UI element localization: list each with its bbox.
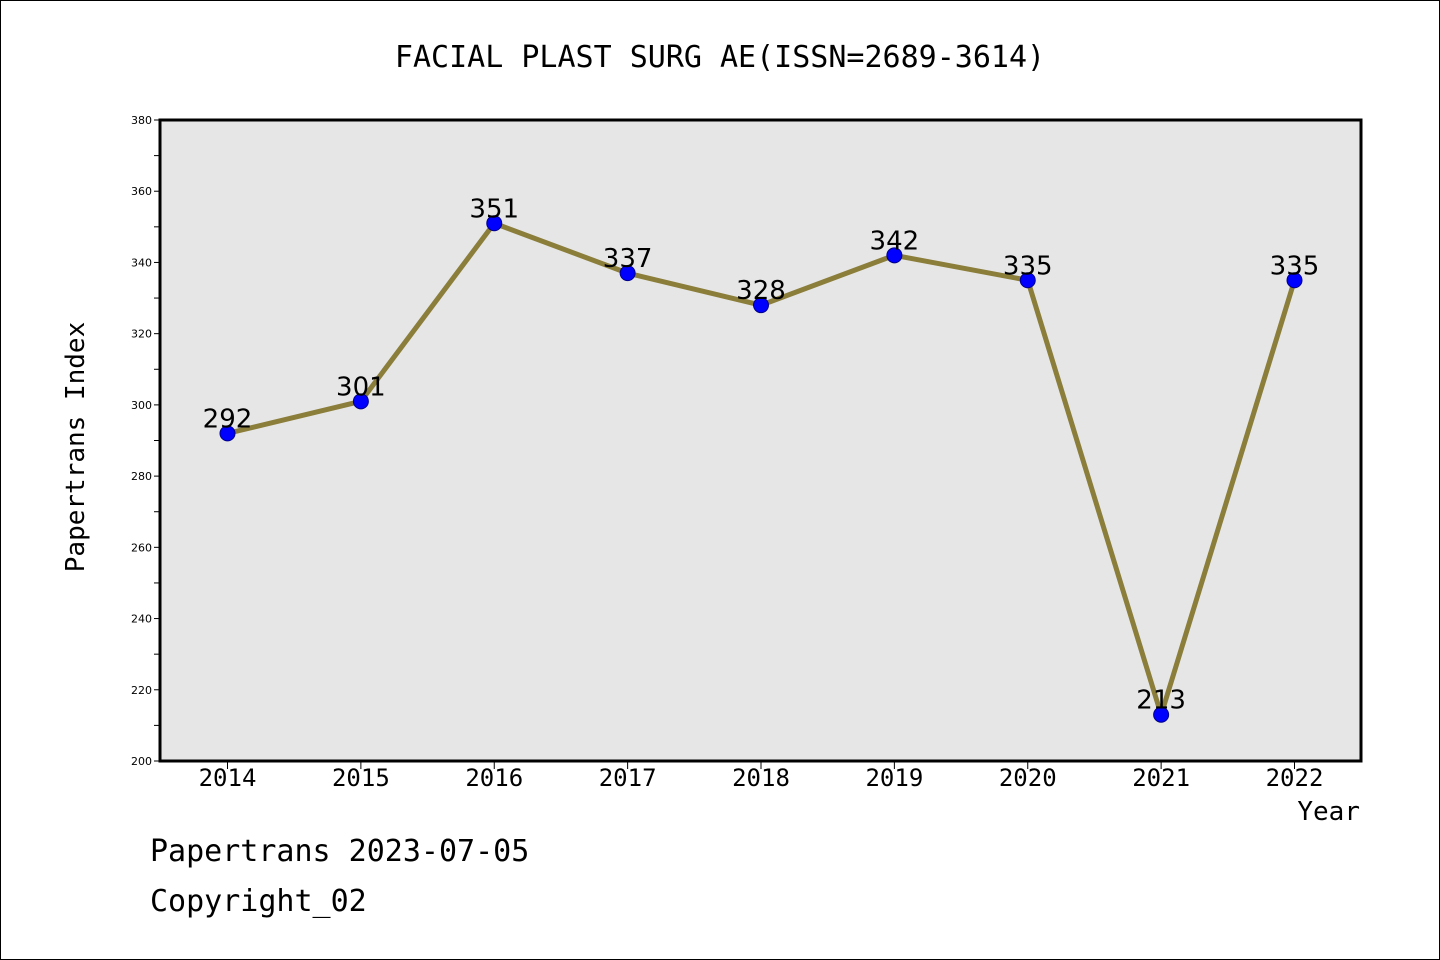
- x-tick-label: 2022: [1266, 764, 1324, 792]
- data-point: [753, 297, 769, 314]
- data-label: 301: [336, 372, 386, 402]
- x-tick-label: 2014: [199, 764, 257, 792]
- y-tick-label: 320: [131, 328, 152, 341]
- y-tick-label: 300: [131, 399, 152, 412]
- y-tick-label: 380: [131, 114, 152, 127]
- data-point: [886, 247, 903, 264]
- y-tick-label: 200: [131, 755, 152, 768]
- footer-date-line: Papertrans 2023-07-05: [150, 834, 530, 869]
- data-label: 292: [203, 404, 253, 434]
- x-tick-label: 2015: [332, 764, 390, 792]
- plot-area: [158, 118, 1363, 763]
- y-tick-label: 220: [131, 684, 152, 697]
- x-tick-label: 2018: [732, 764, 790, 792]
- data-label: 335: [1003, 251, 1053, 281]
- chart-title: FACIAL PLAST SURG AE(ISSN=2689-3614): [395, 40, 1045, 75]
- data-label: 335: [1270, 251, 1320, 281]
- data-label: 337: [603, 244, 653, 274]
- x-axis-label: Year: [1297, 797, 1360, 827]
- x-tick-label: 2016: [465, 764, 523, 792]
- x-tick-label: 2020: [999, 764, 1057, 792]
- y-axis: 200 220 240 260 280 300 320 340 360 380: [131, 114, 160, 768]
- x-tick-label: 2019: [865, 764, 923, 792]
- y-axis-label: Papertrans Index: [61, 322, 91, 572]
- series-group: 292 301 351 337 328 342 335 213 335: [203, 194, 1320, 723]
- x-tick-label: 2021: [1132, 764, 1190, 792]
- data-label: 328: [736, 276, 786, 306]
- y-tick-label: 360: [131, 185, 152, 198]
- data-point: [1286, 272, 1303, 289]
- data-label: 342: [870, 226, 920, 256]
- data-point: [219, 425, 236, 442]
- y-tick-label: 240: [131, 613, 152, 626]
- x-axis: 2014 2015 2016 2017 2018 2019 2020 2021 2022: [199, 761, 1324, 792]
- data-point: [1019, 272, 1036, 289]
- x-tick-label: 2017: [599, 764, 657, 792]
- data-point: [352, 393, 369, 410]
- y-tick-label: 340: [131, 256, 152, 269]
- data-point: [486, 215, 503, 232]
- data-label: 213: [1136, 686, 1186, 716]
- y-tick-label: 260: [131, 541, 152, 554]
- data-point: [1153, 706, 1170, 723]
- y-tick-label: 280: [131, 470, 152, 483]
- data-point: [619, 265, 636, 282]
- data-label: 351: [469, 194, 519, 224]
- footer-copyright-line: Copyright_02: [150, 884, 367, 919]
